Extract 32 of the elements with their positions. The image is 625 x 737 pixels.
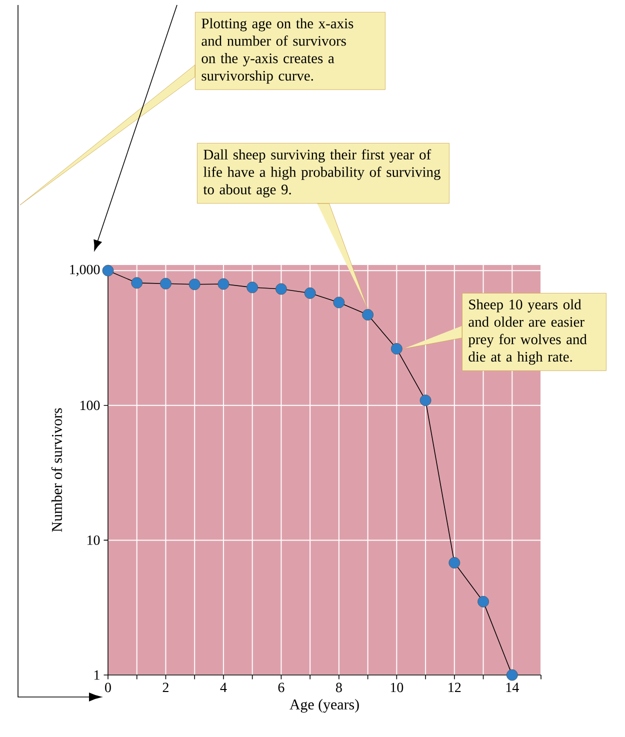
point: [390, 343, 402, 354]
point: [448, 557, 460, 568]
point: [276, 283, 287, 295]
annotation: Dall sheep surviving their first year of life have a high probability of surviving to about age 9.: [203, 149, 440, 198]
point: [160, 278, 172, 290]
point: [420, 394, 432, 406]
point: [304, 287, 316, 299]
point: [188, 278, 200, 290]
text: Plotting age on the x-axis and number of survivors on the y-axis creates a survivorship curve.: [202, 18, 354, 84]
point: [478, 596, 489, 608]
point: [246, 282, 258, 294]
x-axis-title: Age (years): [290, 699, 359, 713]
x-tick-label: 2: [162, 682, 168, 692]
point: [333, 296, 345, 308]
x-tick-label: 10: [390, 682, 404, 692]
point: [506, 669, 518, 681]
y-axis-title: Number of survivors: [51, 408, 62, 532]
x-tick-label: 6: [278, 682, 284, 692]
x-tick-label: 8: [336, 682, 342, 692]
point: [131, 277, 143, 289]
x-tick-label: 0: [105, 682, 111, 692]
point: [362, 309, 374, 320]
y-tick-label: 100: [80, 400, 100, 410]
x-tick-label: 12: [448, 682, 461, 692]
point: [102, 264, 114, 276]
x-tick-label: 14: [506, 682, 519, 692]
x-tick-label: 4: [220, 682, 227, 692]
point: [218, 278, 230, 290]
y-tick-label: 10: [88, 535, 100, 545]
y-tick-label: 1: [94, 670, 100, 680]
annotation: Sheep 10 years old and older are easier prey for wolves and die at a high rate.: [468, 299, 587, 365]
y-tick-label: 1,000: [70, 264, 100, 276]
